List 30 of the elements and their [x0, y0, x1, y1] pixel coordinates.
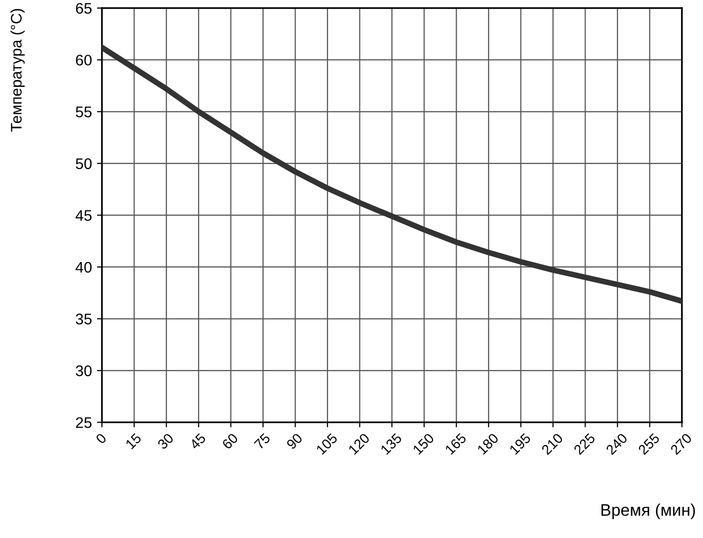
x-tick-label: 150 — [412, 432, 435, 455]
x-tick-label: 270 — [670, 432, 692, 456]
y-tick-label: 40 — [76, 262, 92, 273]
x-tick-label: 195 — [509, 432, 532, 455]
y-tick-label: 55 — [76, 106, 92, 118]
y-tick-label: 30 — [76, 365, 92, 376]
y-axis-title: Температура (°С) — [10, 9, 25, 132]
x-tick-label: 135 — [380, 432, 402, 455]
x-tick-label: 0 — [95, 432, 107, 444]
y-tick-label: 45 — [76, 210, 92, 221]
x-tick-label: 15 — [125, 432, 142, 450]
x-tick-label: 165 — [444, 432, 467, 455]
y-tick-label: 50 — [76, 158, 92, 170]
x-tick-label: 255 — [638, 432, 660, 456]
x-tick-label: 240 — [605, 432, 628, 456]
x-tick-label: 105 — [316, 432, 338, 455]
y-tick-label: 25 — [76, 417, 92, 428]
y-tick-label: 65 — [76, 2, 92, 14]
x-axis-title: Время (мин) — [602, 504, 695, 520]
y-tick-label: 60 — [76, 54, 92, 66]
y-tick-label: 35 — [76, 314, 92, 324]
x-tick-label: 30 — [156, 432, 174, 450]
x-tick-label: 75 — [254, 432, 271, 450]
x-tick-label: 60 — [222, 432, 239, 450]
x-tick-label: 225 — [573, 432, 596, 456]
x-tick-label: 210 — [541, 432, 564, 456]
x-tick-label: 90 — [286, 432, 303, 450]
x-tick-label: 45 — [189, 432, 206, 450]
x-tick-label: 120 — [348, 432, 370, 455]
x-tick-label: 180 — [476, 432, 500, 455]
